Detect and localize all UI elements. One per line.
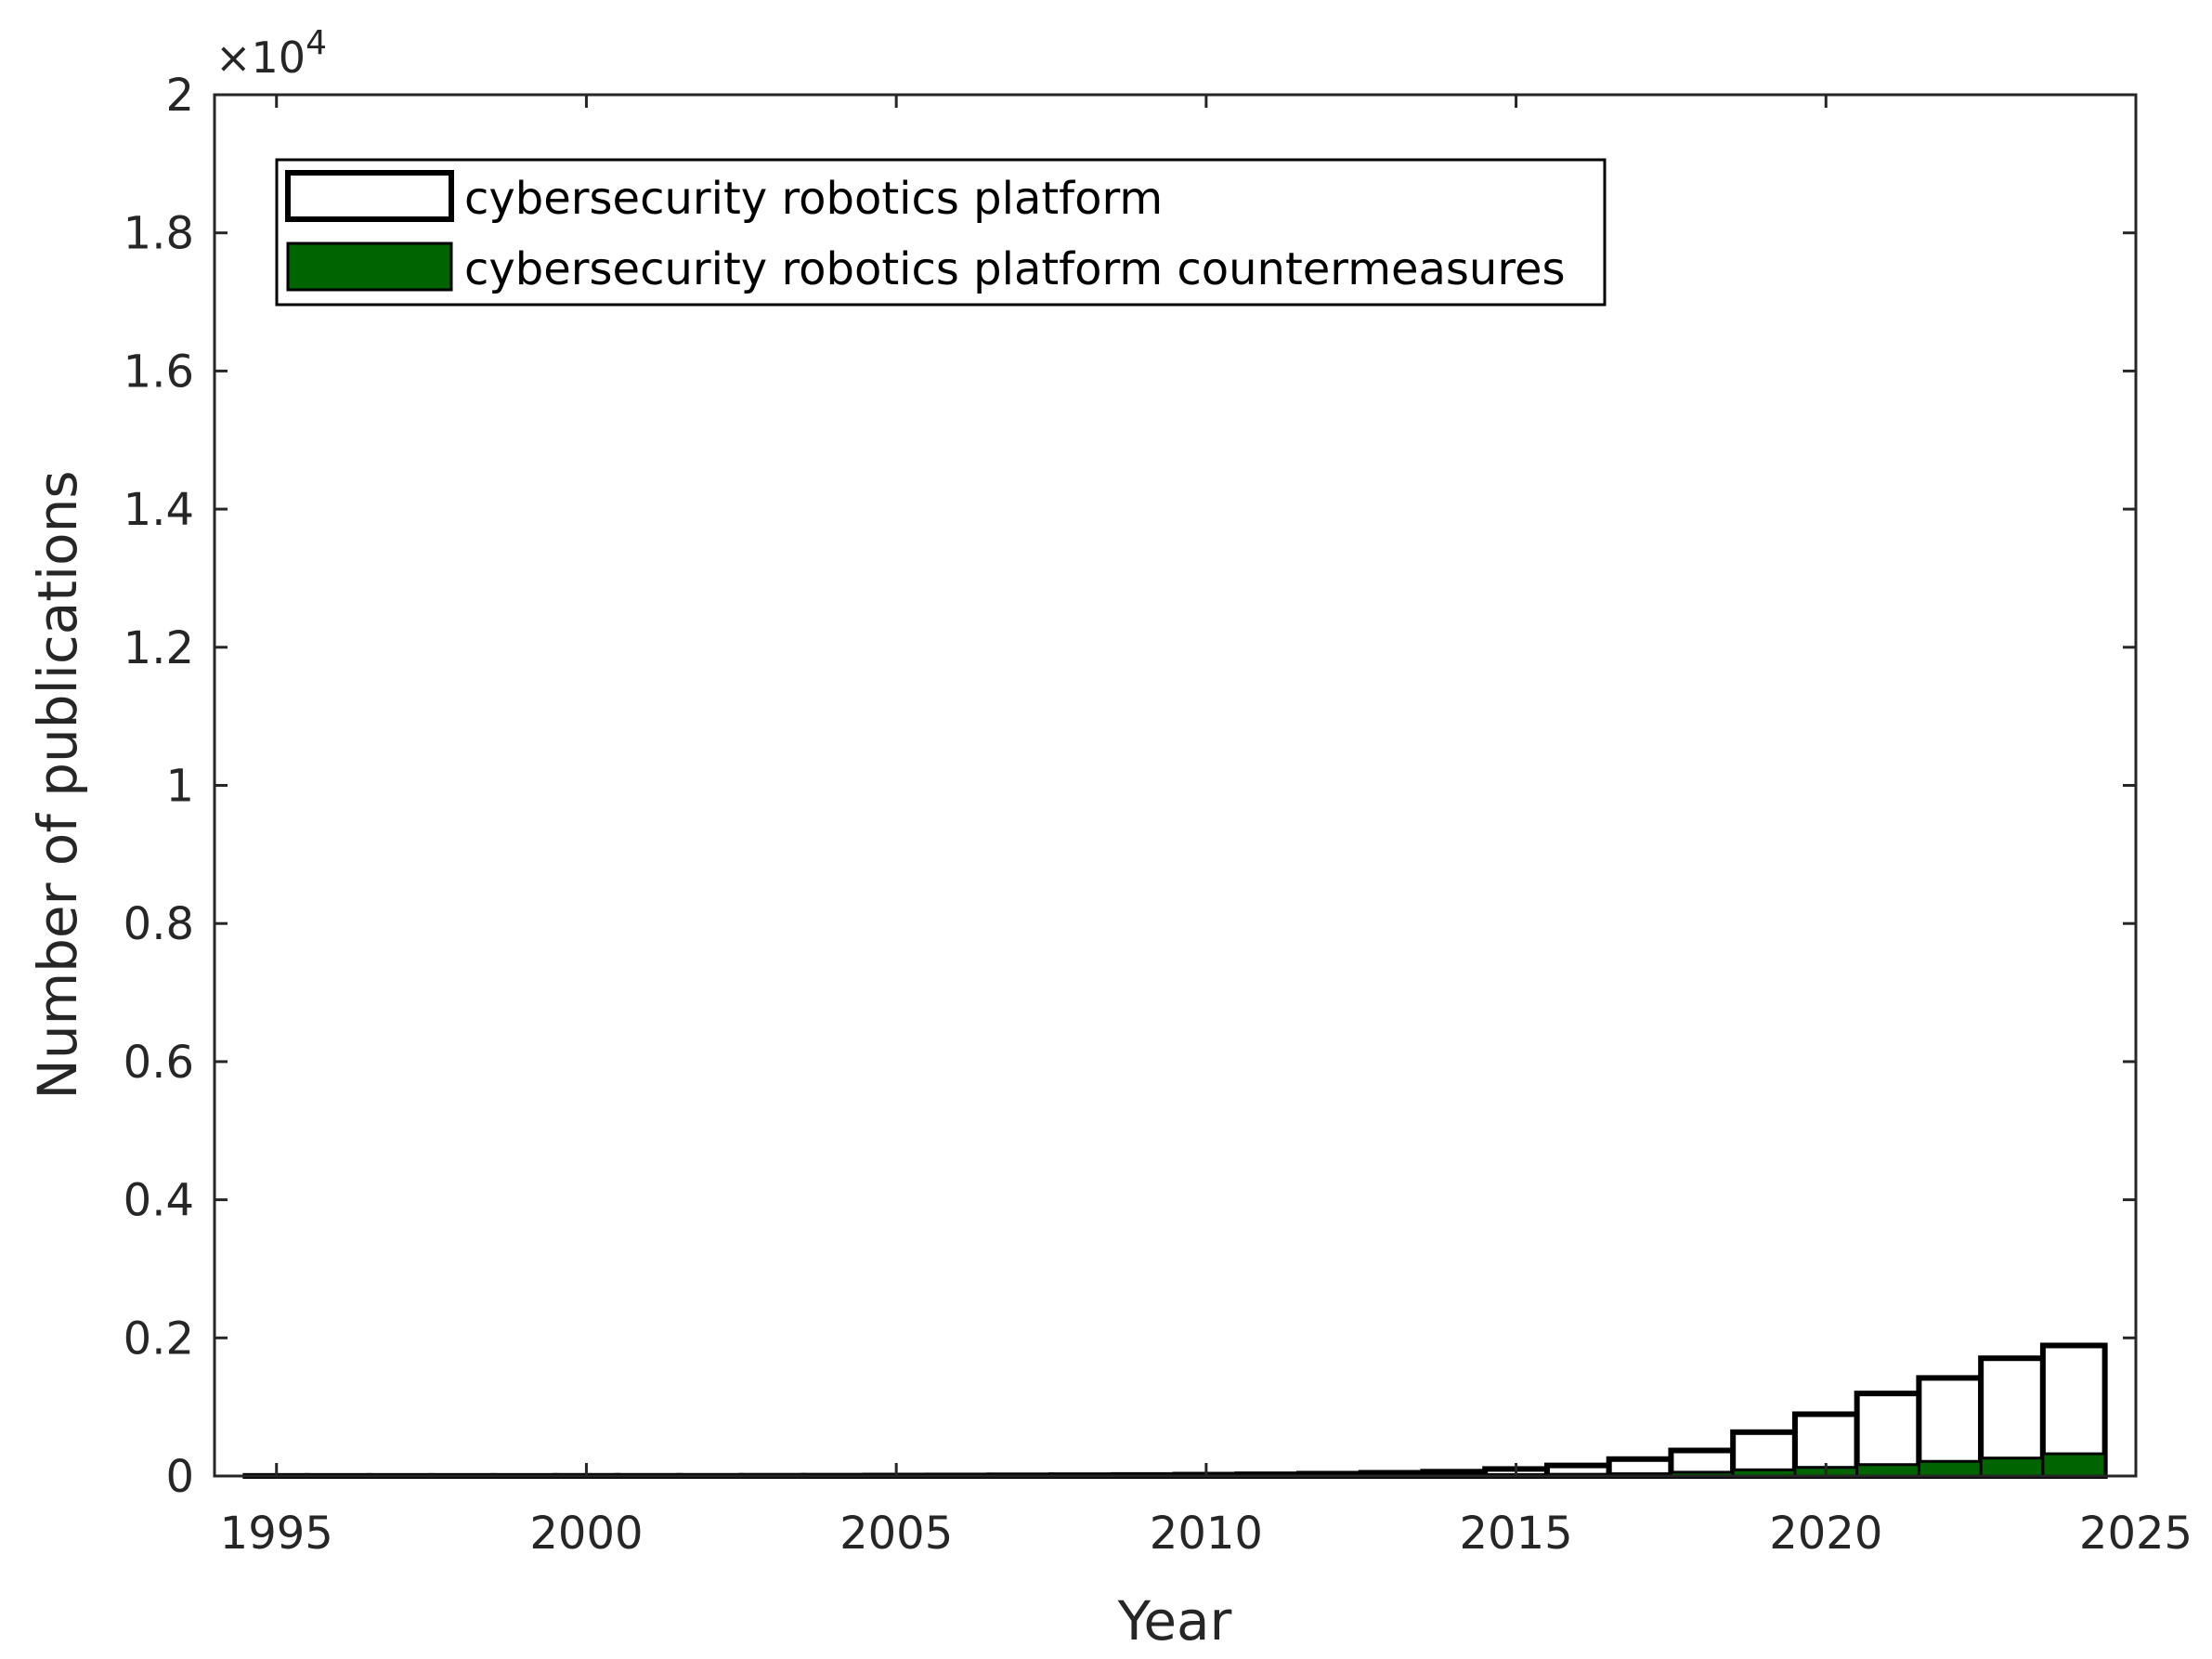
legend: cybersecurity robotics platform cybersec… — [275, 158, 1607, 307]
legend-swatch-platform — [285, 170, 454, 222]
y-tick-label: 0.8 — [124, 898, 194, 950]
tick-labels-group: 1995 2000 2005 2010 2015 2020 2025 0 0.2 0.4 0.6 0.… — [124, 70, 2192, 1560]
x-tick-label: 2020 — [1769, 1508, 1882, 1560]
bar-countermeasures-2023 — [1979, 1457, 2045, 1478]
x-tick-label: 2010 — [1150, 1508, 1263, 1560]
plot-area — [215, 95, 2136, 1476]
x-tick-label: 2000 — [529, 1508, 643, 1560]
y-tick-label: 0.2 — [124, 1313, 194, 1365]
legend-label-platform: cybersecurity robotics platform — [464, 173, 1163, 225]
ticks-group — [215, 93, 2138, 1478]
legend-swatch-countermeasures — [286, 242, 453, 292]
legend-label-countermeasures: cybersecurity robotics platform counterm… — [464, 243, 1566, 295]
y-tick-label: 0 — [165, 1451, 194, 1503]
y-tick-label: 2 — [165, 70, 194, 122]
x-tick-label: 2015 — [1460, 1508, 1573, 1560]
x-axis-title: Year — [1117, 1589, 1232, 1652]
y-tick-label: 1 — [165, 761, 194, 813]
y-multiplier-exponent: 4 — [306, 24, 327, 62]
bar-countermeasures-2024 — [2041, 1452, 2107, 1478]
y-tick-label: 0.4 — [124, 1175, 194, 1227]
x-tick-label: 2025 — [2079, 1508, 2192, 1560]
bar-countermeasures-2022 — [1917, 1459, 1983, 1478]
y-tick-label: 1.4 — [124, 484, 194, 536]
y-tick-label: 1.6 — [124, 346, 194, 398]
y-multiplier: ×104 — [215, 24, 327, 83]
x-tick-label: 2005 — [839, 1508, 953, 1560]
bar-platform-2023 — [1978, 1355, 2046, 1479]
y-axis-title: Number of publications — [26, 470, 89, 1099]
y-tick-label: 1.8 — [124, 208, 194, 260]
legend-box — [275, 158, 1607, 307]
bar-countermeasures-2021 — [1855, 1463, 1920, 1478]
y-tick-label: 1.2 — [124, 622, 194, 674]
y-tick-label: 0.6 — [124, 1037, 194, 1089]
x-tick-label: 1995 — [220, 1508, 333, 1560]
